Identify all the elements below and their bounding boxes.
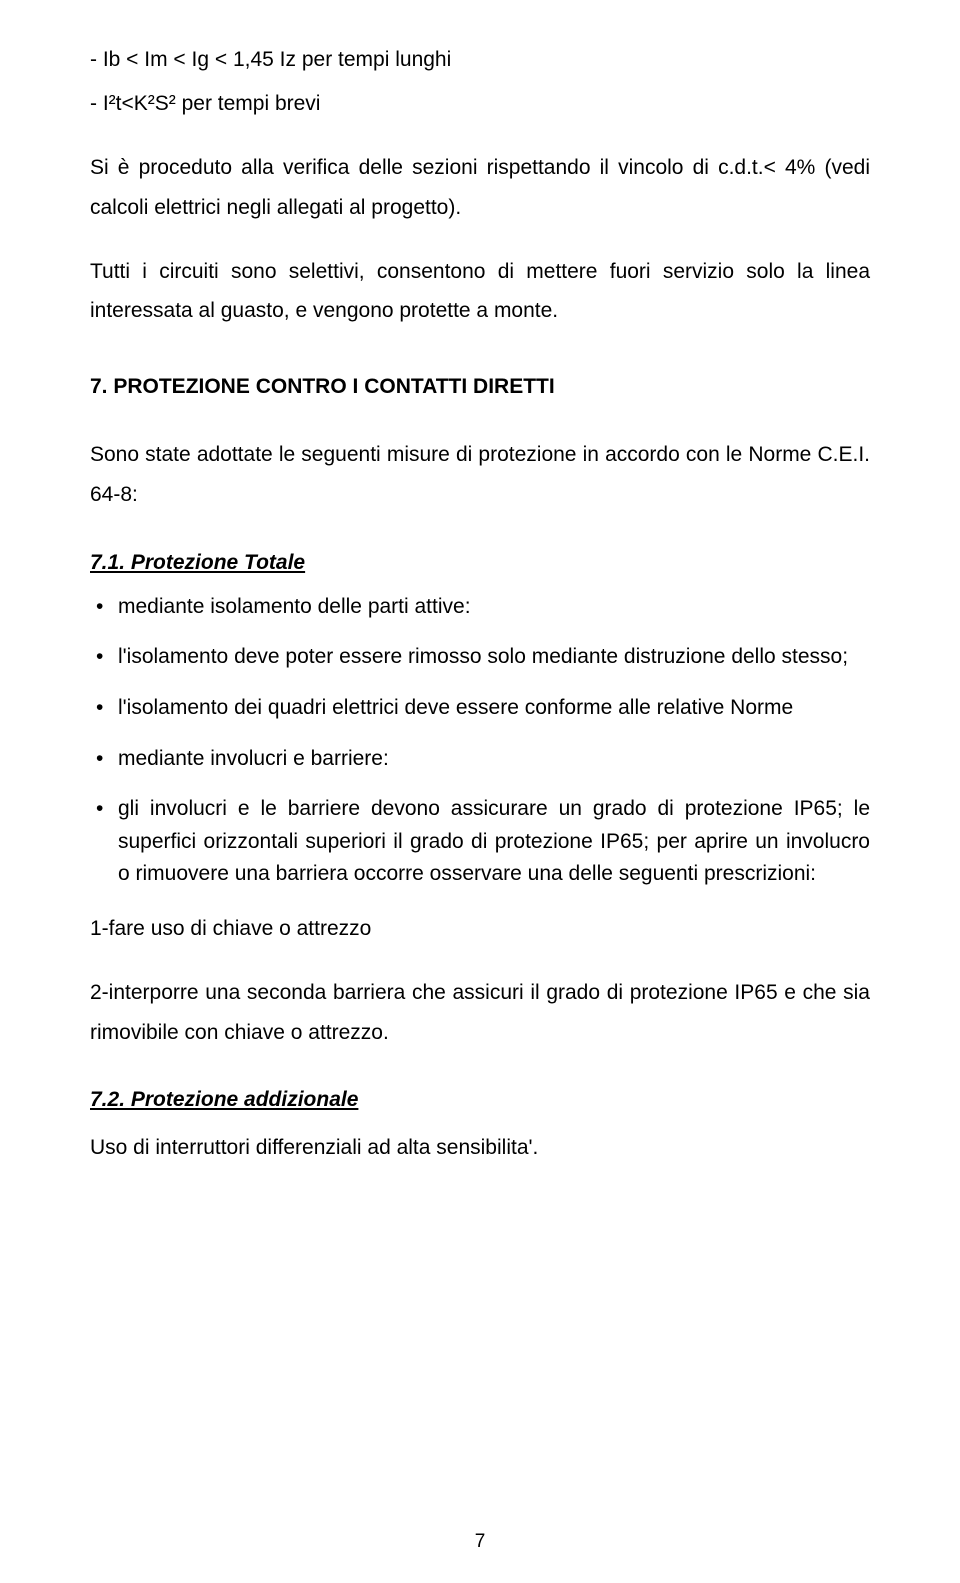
formula-line-2: - I²t<K²S² per tempi brevi	[90, 84, 870, 124]
section-7-2-text: Uso di interruttori differenziali ad alt…	[90, 1128, 870, 1168]
page-number: 7	[0, 1531, 960, 1553]
bullet-item: gli involucri e le barriere devono assic…	[90, 793, 870, 891]
numbered-item-2: 2-interporre una seconda barriera che as…	[90, 973, 870, 1053]
bullet-item: l'isolamento dei quadri elettrici deve e…	[90, 692, 870, 725]
document-page: - Ib < Im < Ig < 1,45 Iz per tempi lungh…	[0, 0, 960, 1583]
paragraph-circuiti: Tutti i circuiti sono selettivi, consent…	[90, 252, 870, 332]
bullet-item: mediante isolamento delle parti attive:	[90, 591, 870, 624]
section-7-1-heading: 7.1. Protezione Totale	[90, 543, 870, 583]
bullet-item: l'isolamento deve poter essere rimosso s…	[90, 641, 870, 674]
paragraph-verifica: Si è proceduto alla verifica delle sezio…	[90, 148, 870, 228]
section-7-1-bullets: mediante isolamento delle parti attive: …	[90, 591, 870, 891]
formula-line-1: - Ib < Im < Ig < 1,45 Iz per tempi lungh…	[90, 40, 870, 80]
numbered-item-1: 1-fare uso di chiave o attrezzo	[90, 909, 870, 949]
body-text-container: - Ib < Im < Ig < 1,45 Iz per tempi lungh…	[90, 40, 870, 1168]
section-7-intro: Sono state adottate le seguenti misure d…	[90, 435, 870, 515]
bullet-item: mediante involucri e barriere:	[90, 743, 870, 776]
section-7-2-heading: 7.2. Protezione addizionale	[90, 1080, 870, 1120]
section-7-heading: 7. PROTEZIONE CONTRO I CONTATTI DIRETTI	[90, 367, 870, 407]
